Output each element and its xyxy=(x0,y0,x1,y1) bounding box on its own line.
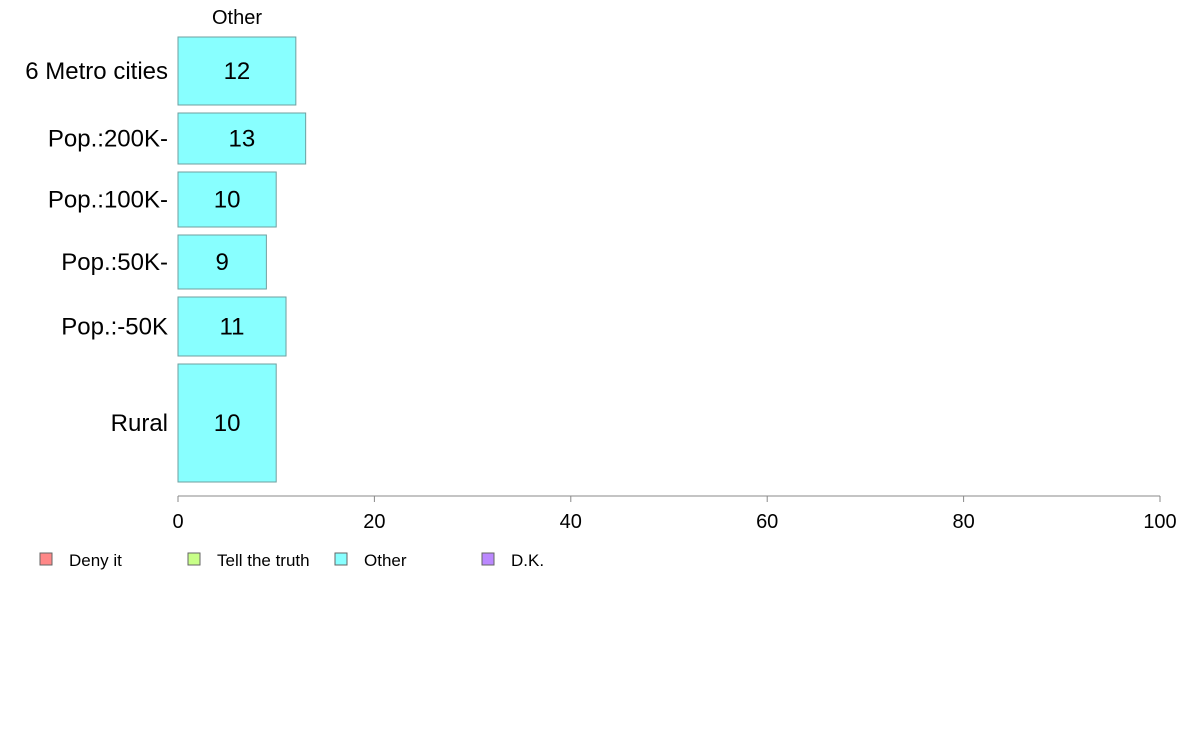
legend-label: Deny it xyxy=(69,551,122,570)
category-label: Pop.:50K- xyxy=(61,249,168,276)
bars-layer: 12 6 Metro cities 13 Pop.:200K- 10 Pop.:100K-… xyxy=(25,36,307,483)
category-label: 6 Metro cities xyxy=(25,58,168,85)
legend-label: Tell the truth xyxy=(217,551,310,570)
bar-2 xyxy=(177,171,277,228)
bar-3 xyxy=(177,234,267,290)
legend: Deny it Tell the truth Other D.K. xyxy=(39,551,544,570)
bar-value-label: 10 xyxy=(214,410,241,437)
bar-value-label: 10 xyxy=(214,187,241,214)
legend-swatch xyxy=(187,552,201,566)
bar-value-label: 9 xyxy=(216,249,229,276)
bar-value-label: 13 xyxy=(228,126,255,153)
x-axis: 0 20 40 60 80 100 xyxy=(172,495,1177,533)
x-tick-label: 100 xyxy=(1143,511,1176,533)
legend-swatch xyxy=(481,552,495,566)
x-tick-label: 20 xyxy=(363,511,385,533)
x-tick-label: 40 xyxy=(560,511,582,533)
category-label: Pop.:-50K xyxy=(61,314,168,341)
bar-5 xyxy=(177,363,277,483)
legend-swatch xyxy=(334,552,348,566)
category-label: Pop.:100K- xyxy=(48,187,168,214)
legend-label: Other xyxy=(364,551,407,570)
bar-1 xyxy=(177,112,307,165)
x-tick-label: 0 xyxy=(172,511,183,533)
bar-value-label: 11 xyxy=(220,314,245,341)
legend-swatch xyxy=(39,552,53,566)
category-label: Pop.:200K- xyxy=(48,126,168,153)
category-label: Rural xyxy=(111,410,168,437)
bar-0 xyxy=(177,36,297,106)
legend-label: D.K. xyxy=(511,551,544,570)
bar-4 xyxy=(177,296,287,357)
x-tick-label: 80 xyxy=(952,511,974,533)
chart-title: Other xyxy=(212,7,262,29)
x-tick-label: 60 xyxy=(756,511,778,533)
bar-value-label: 12 xyxy=(224,58,251,85)
